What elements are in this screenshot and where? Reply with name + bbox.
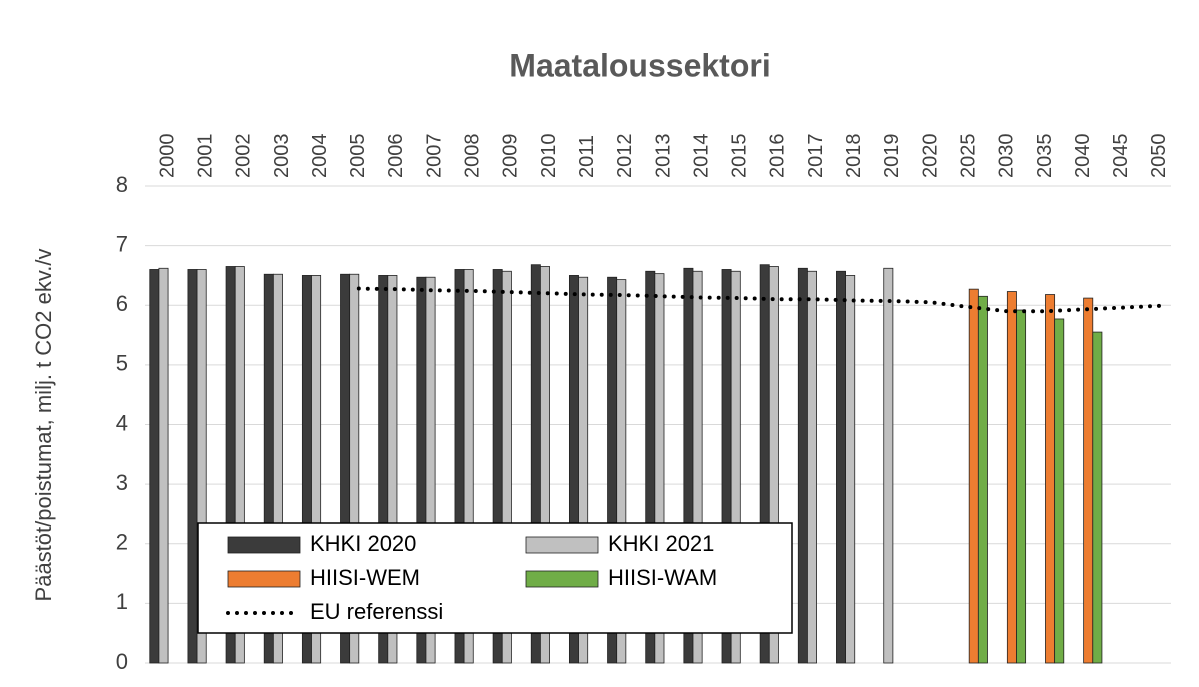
x-tick-label: 2016: [767, 134, 789, 179]
legend-swatch: [525, 570, 599, 588]
x-tick-label: 2005: [347, 134, 369, 179]
x-tick-label: 2035: [1034, 134, 1056, 179]
legend-swatch: [525, 536, 599, 554]
x-tick-label: 2025: [957, 134, 979, 179]
x-tick-label: 2001: [195, 134, 217, 179]
bar: [616, 279, 627, 664]
bar: [692, 270, 703, 664]
bar: [845, 275, 856, 664]
bar: [1054, 318, 1065, 664]
bar: [158, 267, 169, 664]
x-tick-label: 2030: [996, 134, 1018, 179]
bar: [807, 270, 817, 664]
bar: [1016, 309, 1027, 664]
bar: [797, 267, 808, 664]
legend-swatch: [227, 536, 301, 554]
y-tick-label: 8: [116, 172, 128, 197]
bar: [836, 270, 846, 664]
legend-label: KHKI 2021: [608, 531, 714, 556]
bar: [463, 269, 474, 664]
x-tick-label: 2006: [385, 134, 407, 179]
y-axis-label: Päästöt/poistumat, milj. t CO2 ekv./v: [31, 249, 56, 602]
bar: [1045, 294, 1056, 664]
y-tick-label: 3: [116, 470, 128, 495]
x-tick-label: 2010: [538, 134, 560, 179]
bar: [149, 269, 160, 664]
chart-title: Maataloussektori: [509, 47, 770, 83]
bar: [311, 275, 322, 664]
bar: [730, 270, 741, 664]
legend-label: KHKI 2020: [310, 531, 416, 556]
bar: [349, 273, 360, 664]
x-tick-label: 2017: [805, 134, 827, 179]
x-tick-label: 2020: [919, 134, 941, 179]
x-tick-label: 2015: [729, 134, 751, 179]
bar: [968, 288, 979, 664]
x-tick-label: 2014: [690, 134, 712, 179]
y-tick-label: 5: [116, 351, 128, 376]
bar: [234, 266, 245, 664]
x-tick-label: 2002: [233, 134, 255, 179]
y-tick-label: 1: [116, 589, 128, 614]
legend-label: HIISI-WEM: [310, 565, 420, 590]
bar: [196, 269, 207, 664]
x-tick-label: 2003: [271, 134, 293, 179]
y-tick-label: 4: [116, 410, 128, 435]
legend-label: EU referenssi: [310, 599, 443, 624]
x-tick-label: 2011: [576, 135, 598, 178]
x-tick-label: 2045: [1110, 134, 1132, 179]
bar: [1006, 291, 1017, 664]
bar: [654, 273, 665, 664]
bar: [578, 276, 589, 664]
x-tick-label: 2050: [1148, 134, 1170, 179]
x-tick-label: 2007: [423, 134, 445, 179]
legend-swatch: [227, 570, 301, 588]
bar: [187, 269, 198, 664]
bar: [501, 270, 512, 664]
y-tick-label: 7: [116, 231, 128, 256]
bar: [387, 275, 398, 664]
bar: [768, 266, 779, 664]
x-tick-label: 2000: [156, 134, 178, 179]
bar: [1083, 297, 1094, 664]
x-tick-label: 2008: [462, 134, 484, 179]
x-tick-label: 2012: [614, 134, 636, 179]
x-tick-label: 2040: [1072, 134, 1094, 179]
bar: [977, 295, 988, 664]
bar: [425, 276, 436, 664]
legend-label: HIISI-WAM: [608, 565, 717, 590]
bar: [540, 266, 550, 664]
bar: [883, 267, 894, 664]
line-series: [356, 286, 1162, 314]
x-tick-label: 2009: [500, 134, 522, 179]
x-tick-label: 2019: [881, 134, 903, 179]
bar: [1092, 331, 1103, 664]
x-tick-label: 2013: [652, 134, 674, 179]
bar: [272, 273, 283, 664]
x-tick-label: 2018: [843, 134, 865, 179]
y-tick-label: 6: [116, 291, 128, 316]
x-tick-label: 2004: [309, 134, 331, 179]
y-tick-label: 2: [116, 530, 128, 555]
y-tick-label: 0: [116, 649, 128, 674]
